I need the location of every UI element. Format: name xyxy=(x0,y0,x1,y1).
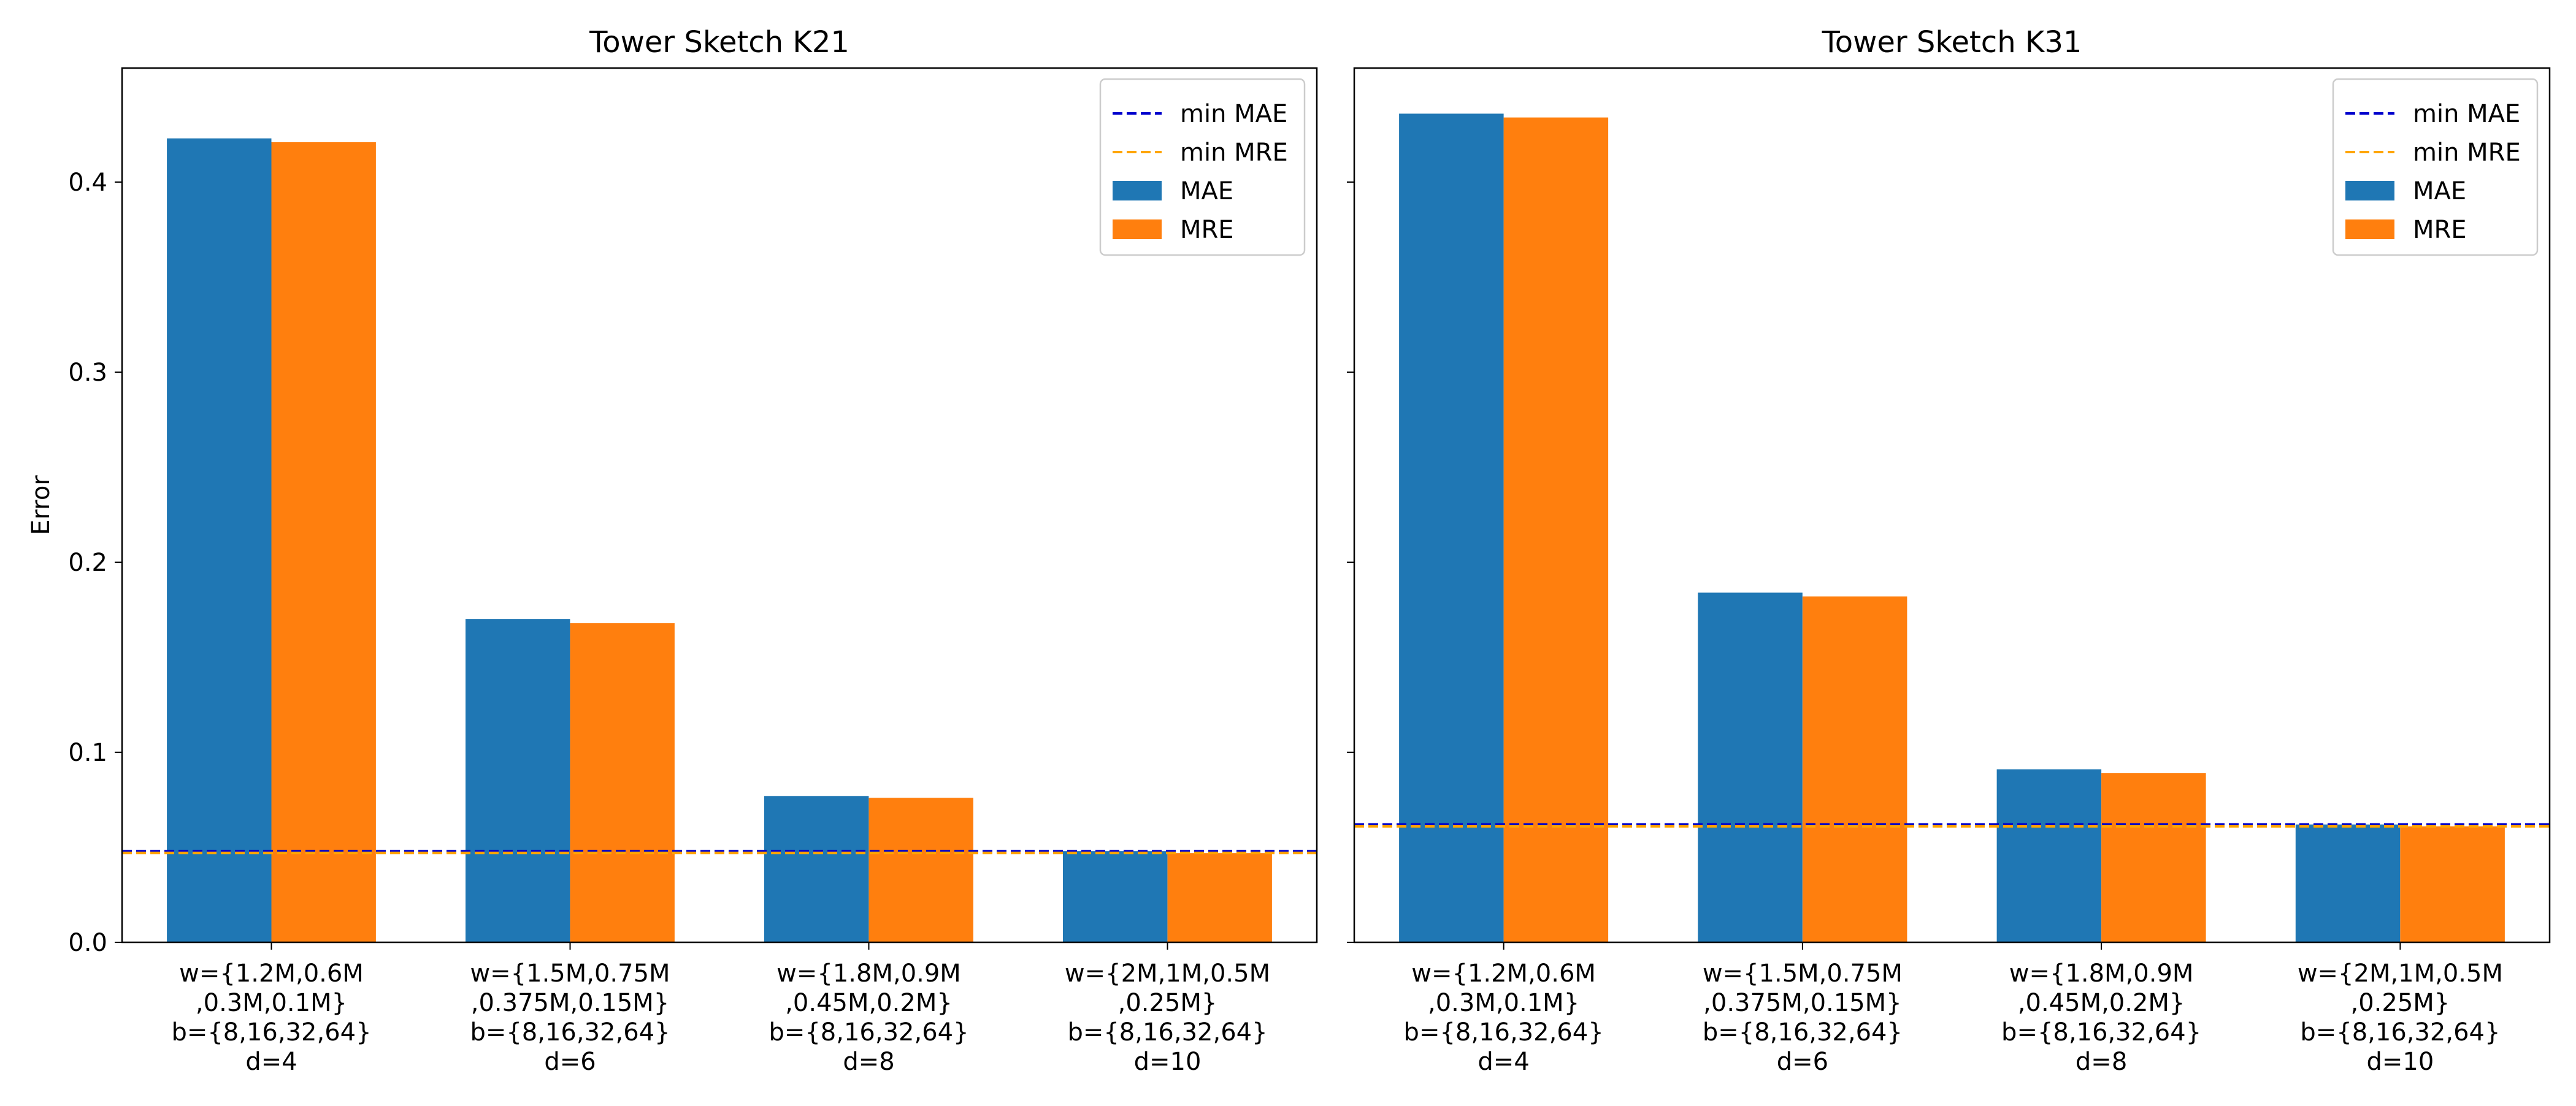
legend-label: min MRE xyxy=(1180,139,1288,167)
legend: min MAE min MRE MAE MRE xyxy=(1099,78,1306,256)
x-tick-label: ,0.25M} xyxy=(2351,989,2450,1017)
legend-swatch-mae xyxy=(1113,181,1162,200)
legend-label: MAE xyxy=(1180,177,1233,205)
x-tick-label: w={1.5M,0.75M xyxy=(1703,959,1903,988)
x-tick-label: b={8,16,32,64} xyxy=(470,1018,670,1047)
y-tick-label: 0.2 xyxy=(68,549,107,577)
bar-mae-2 xyxy=(1698,592,1803,942)
legend-label: min MRE xyxy=(2413,139,2521,167)
x-tick-label: ,0.25M} xyxy=(1118,989,1217,1017)
bar-mre-3 xyxy=(868,798,973,942)
x-tick-label: w={1.8M,0.9M xyxy=(776,959,961,988)
legend-label: MRE xyxy=(2413,216,2467,244)
legend: min MAE min MRE MAE MRE xyxy=(2332,78,2539,256)
legend-swatch-mre xyxy=(1113,219,1162,239)
legend-box xyxy=(2332,78,2539,256)
x-tick-label: d=10 xyxy=(2366,1048,2434,1076)
bar-mae-1 xyxy=(167,138,272,943)
bar-mre-2 xyxy=(1802,596,1907,942)
y-tick-label: 0.3 xyxy=(68,359,107,387)
legend-swatch-mae xyxy=(2345,181,2394,200)
x-tick-label: d=6 xyxy=(544,1048,596,1076)
bar-mre-1 xyxy=(271,142,376,942)
x-tick-label: b={8,16,32,64} xyxy=(2300,1018,2500,1047)
x-tick-label: ,0.375M,0.15M} xyxy=(471,989,669,1017)
bar-mre-4 xyxy=(1167,853,1272,942)
y-tick-label: 0.4 xyxy=(68,169,107,197)
chart-title: Tower Sketch K21 xyxy=(589,25,849,59)
panel-2: w={1.2M,0.6M,0.3M,0.1M}b={8,16,32,64}d=4… xyxy=(1347,25,2551,1076)
x-tick-label: b={8,16,32,64} xyxy=(1703,1018,1903,1047)
x-tick-label: b={8,16,32,64} xyxy=(769,1018,968,1047)
legend-label: MAE xyxy=(2413,177,2466,205)
legend-swatch-mre xyxy=(2345,219,2394,239)
x-tick-label: ,0.3M,0.1M} xyxy=(196,989,347,1017)
legend-label: min MAE xyxy=(1180,100,1287,128)
bar-mae-1 xyxy=(1399,113,1504,942)
x-tick-label: b={8,16,32,64} xyxy=(1067,1018,1267,1047)
panel-1: w={1.2M,0.6M,0.3M,0.1M}b={8,16,32,64}d=4… xyxy=(27,25,1318,1076)
x-tick-label: b={8,16,32,64} xyxy=(2001,1018,2201,1047)
x-tick-label: d=10 xyxy=(1134,1048,1202,1076)
bar-mre-2 xyxy=(570,623,675,942)
bar-mae-3 xyxy=(764,796,869,942)
legend-box xyxy=(1099,78,1306,256)
bar-mae-2 xyxy=(466,619,570,942)
bar-mre-4 xyxy=(2400,826,2505,942)
x-tick-label: w={1.8M,0.9M xyxy=(2009,959,2194,988)
x-tick-label: d=6 xyxy=(1777,1048,1828,1076)
x-tick-label: ,0.45M,0.2M} xyxy=(2018,989,2185,1017)
x-tick-label: w={2M,1M,0.5M xyxy=(1065,959,1270,988)
x-tick-label: b={8,16,32,64} xyxy=(1404,1018,1604,1047)
y-tick-label: 0.0 xyxy=(68,929,107,957)
x-tick-label: d=8 xyxy=(2076,1048,2127,1076)
y-tick-label: 0.1 xyxy=(68,739,107,767)
legend-label: min MAE xyxy=(2413,100,2520,128)
x-tick-label: w={1.2M,0.6M xyxy=(179,959,364,988)
x-tick-label: d=8 xyxy=(843,1048,894,1076)
x-tick-label: b={8,16,32,64} xyxy=(171,1018,371,1047)
legend-label: MRE xyxy=(1180,216,1234,244)
bar-mre-1 xyxy=(1503,117,1609,943)
x-tick-label: d=4 xyxy=(245,1048,297,1076)
x-tick-label: w={1.5M,0.75M xyxy=(470,959,670,988)
x-tick-label: d=4 xyxy=(1478,1048,1529,1076)
axes-frame xyxy=(121,67,1318,944)
bar-mae-3 xyxy=(1996,769,2102,942)
x-tick-label: ,0.375M,0.15M} xyxy=(1703,989,1901,1017)
bar-mre-3 xyxy=(2101,773,2206,942)
bar-mae-4 xyxy=(1063,851,1168,942)
x-tick-label: w={2M,1M,0.5M xyxy=(2298,959,2503,988)
y-axis-label: Error xyxy=(27,475,55,535)
axes-frame xyxy=(1353,67,2551,944)
x-tick-label: w={1.2M,0.6M xyxy=(1411,959,1596,988)
chart-title: Tower Sketch K31 xyxy=(1822,25,2082,59)
bar-mae-4 xyxy=(2295,824,2401,942)
x-tick-label: ,0.45M,0.2M} xyxy=(785,989,953,1017)
x-tick-label: ,0.3M,0.1M} xyxy=(1428,989,1579,1017)
